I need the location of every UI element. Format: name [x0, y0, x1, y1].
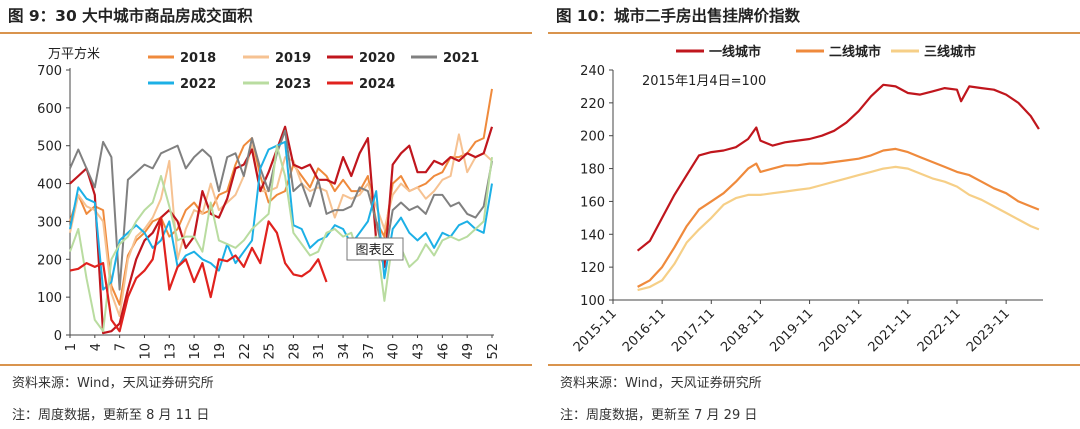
y-tick-label: 120: [580, 261, 605, 276]
chart-title: 图 9：30 大中城市商品房成交面积: [8, 7, 253, 25]
x-tick-label: 2018-11: [718, 306, 767, 355]
legend-label-2020: 2020: [359, 51, 395, 66]
x-tick-label: 28: [287, 343, 302, 360]
x-tick-label: 52: [486, 343, 501, 360]
x-tick-label: 1: [64, 343, 79, 351]
y-tick-label: 200: [37, 253, 62, 268]
legend-label-2022: 2022: [180, 77, 216, 92]
chart-panel-listing-price: 图 10：城市二手房出售挂牌价指数 100 120 140 160 180 200 220 2…: [548, 0, 1080, 429]
y-tick-label: 140: [580, 228, 605, 243]
x-tick-label: 10: [138, 343, 153, 360]
series-line-2018: [69, 88, 493, 306]
x-tick-label: 13: [163, 343, 178, 360]
series-line-2020: [69, 125, 494, 335]
y-tick-label: 100: [580, 294, 605, 309]
source-text: 资料来源：Wind，天风证券研究所: [12, 376, 214, 391]
x-tick-label: 2020-11: [817, 306, 866, 355]
x-tick-label: 22: [238, 343, 253, 360]
series-line-2021: [69, 129, 493, 291]
x-tick-label: 43: [412, 343, 427, 360]
series-line-2022: [69, 140, 493, 291]
series-line-一线城市: [636, 83, 1040, 252]
x-tick-label: 4: [89, 343, 104, 351]
x-tick-label: 2019-11: [767, 306, 816, 355]
series-line-2019: [69, 133, 493, 318]
y-tick-label: 400: [37, 178, 62, 193]
x-tick-label: 31: [312, 343, 327, 360]
x-tick-label: 25: [263, 343, 278, 360]
x-tick-label: 16: [188, 343, 203, 360]
x-tick-label: 2017-11: [669, 306, 718, 355]
legend-label-2018: 2018: [180, 51, 216, 66]
chart-area-tooltip-text: 图表区: [355, 243, 394, 258]
note-text: 注：周度数据，更新至 7 月 29 日: [560, 408, 758, 423]
legend-label: 一线城市: [709, 44, 761, 60]
x-tick-label: 37: [362, 343, 377, 360]
source-text: 资料来源：Wind，天风证券研究所: [560, 376, 762, 391]
x-tick-label: 40: [387, 343, 402, 360]
note-text: 注：周度数据，更新至 8 月 11 日: [12, 408, 210, 423]
x-tick-label: 2022-11: [915, 306, 964, 355]
y-axis-unit: 万平方米: [48, 46, 100, 62]
title-divider: [0, 32, 532, 34]
y-tick-label: 700: [37, 64, 62, 79]
x-tick-label: 34: [337, 343, 352, 360]
y-tick-label: 240: [580, 64, 605, 79]
series-line-三线城市: [637, 165, 1040, 292]
chart-panel-sales-area: 图 9：30 大中城市商品房成交面积 万平方米 0 100 200 300 400 500 6…: [0, 0, 532, 429]
series-line-二线城市: [637, 147, 1040, 288]
x-tick-label: 19: [213, 343, 228, 360]
y-tick-label: 0: [54, 329, 62, 344]
y-tick-label: 300: [37, 215, 62, 230]
footer-divider: [548, 364, 1080, 366]
x-tick-label: 7: [114, 343, 129, 351]
legend-label: 二线城市: [829, 44, 881, 60]
series-line-2024: [69, 216, 328, 333]
sales-area-line-chart: 万平方米 0 100 200 300 400 500 600 700 1 4 7 10 13 16 19 22 2…: [37, 46, 501, 360]
x-tick-label: 46: [436, 343, 451, 360]
series-line-2023: [69, 144, 493, 333]
x-tick-label: 2015-11: [571, 306, 620, 355]
title-divider: [548, 32, 1080, 34]
legend-label: 三线城市: [924, 44, 976, 60]
legend-label-2019: 2019: [275, 51, 311, 66]
y-tick-label: 160: [580, 195, 605, 210]
x-tick-label: 2021-11: [866, 306, 915, 355]
legend-label-2021: 2021: [443, 51, 479, 66]
x-tick-label: 2016-11: [620, 306, 669, 355]
legend-label-2024: 2024: [359, 77, 395, 92]
footer-divider: [0, 364, 532, 366]
y-tick-label: 100: [37, 291, 62, 306]
base-annotation: 2015年1月4日=100: [642, 74, 766, 89]
y-tick-label: 500: [37, 140, 62, 155]
chart-area-tooltip-box: [346, 237, 404, 261]
y-tick-label: 600: [37, 102, 62, 117]
legend-label-2023: 2023: [275, 77, 311, 92]
x-tick-label: 2023-11: [964, 306, 1013, 355]
chart-title: 图 10：城市二手房出售挂牌价指数: [556, 7, 800, 25]
x-tick-label: 49: [461, 343, 476, 360]
y-tick-label: 200: [580, 130, 605, 145]
y-tick-label: 180: [580, 163, 605, 178]
y-tick-label: 220: [580, 97, 605, 112]
